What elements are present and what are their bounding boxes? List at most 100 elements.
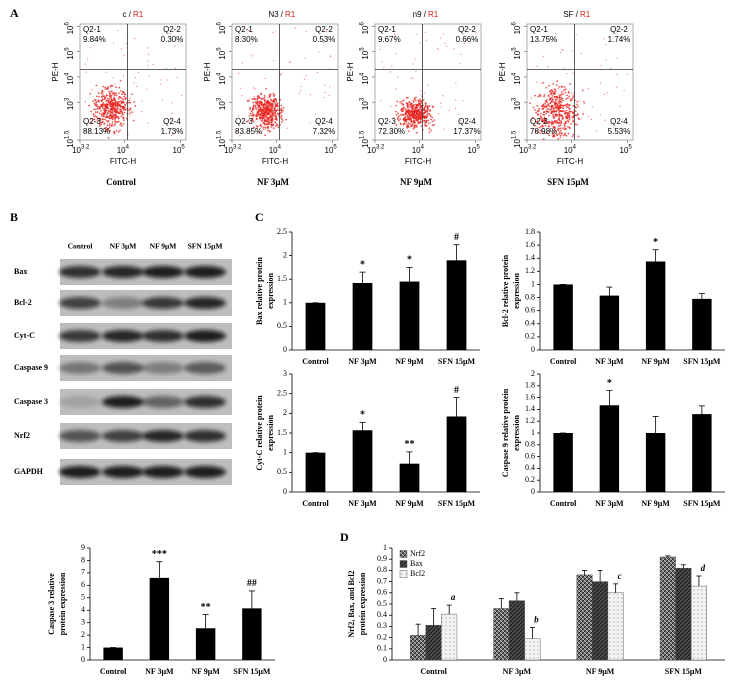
event-dot <box>415 96 417 99</box>
event-dot <box>263 94 266 97</box>
event-dot <box>568 116 571 119</box>
bar <box>645 433 666 492</box>
event-dot <box>543 95 545 98</box>
blot-band <box>59 330 101 342</box>
event-dot <box>531 119 533 121</box>
y-tick-label: 1 <box>283 298 287 307</box>
y-tick-exponent: 5 <box>65 47 71 51</box>
x-tick-label: NF 3μM <box>503 667 532 676</box>
quadrant-percent: 0.30% <box>161 35 184 44</box>
y-tick-label: 3 <box>81 617 85 626</box>
x-tick-base: 10 <box>173 146 182 155</box>
event-dot <box>383 66 385 69</box>
event-dot <box>540 116 543 119</box>
x-tick-exponent: 5 <box>476 145 480 151</box>
event-dot <box>267 125 270 128</box>
event-dot <box>247 119 250 122</box>
y-tick-exponent: 3 <box>217 97 223 101</box>
event-dot <box>104 110 107 113</box>
event-dot <box>404 107 407 110</box>
event-dot <box>100 114 103 117</box>
event-dot <box>550 91 553 94</box>
x-tick-label: SFN 15μM <box>438 357 476 366</box>
event-dot <box>258 104 261 107</box>
event-dot <box>404 113 407 115</box>
quadrant-name: Q2-3 <box>83 117 101 126</box>
event-dot <box>248 115 251 117</box>
event-dot <box>546 110 549 113</box>
event-dot <box>120 115 123 118</box>
event-dot <box>262 103 265 106</box>
event-dot <box>253 97 256 100</box>
x-tick-label: NF 3μM <box>595 357 624 366</box>
event-dot <box>424 102 427 105</box>
event-dot <box>569 110 572 113</box>
event-dot <box>443 33 445 35</box>
event-dot <box>553 101 556 104</box>
event-dot <box>412 107 415 110</box>
event-dot <box>94 99 97 102</box>
event-dot <box>108 122 111 125</box>
event-dot <box>148 75 150 77</box>
y-tick-label: 101.5 <box>217 130 228 148</box>
x-tick-label: SFN 15μM <box>438 499 476 508</box>
event-dot <box>309 122 311 124</box>
panel-label: D <box>340 530 349 544</box>
event-dot <box>412 104 414 107</box>
blot-band <box>142 466 184 478</box>
event-dot <box>583 103 585 105</box>
event-dot <box>616 86 618 88</box>
event-dot <box>542 138 545 141</box>
event-dot <box>241 95 243 97</box>
event-dot <box>566 94 568 97</box>
event-dot <box>107 99 109 102</box>
event-dot <box>266 118 269 120</box>
event-dot <box>160 79 162 81</box>
y-tick-base: 10 <box>218 50 227 59</box>
event-dot <box>174 45 176 47</box>
event-dot <box>544 121 547 124</box>
bar <box>103 647 123 660</box>
event-dot <box>538 131 540 133</box>
event-dot <box>546 132 548 135</box>
event-dot <box>580 52 582 54</box>
event-dot <box>124 108 127 111</box>
panel-label: B <box>10 210 18 224</box>
y-axis-label: protein expression <box>358 572 367 635</box>
y-tick-label: 1.2 <box>525 416 535 425</box>
event-dot <box>554 121 557 124</box>
event-dot <box>559 136 562 139</box>
event-dot <box>110 116 113 119</box>
bar <box>599 405 620 492</box>
event-dot <box>269 130 271 133</box>
event-dot <box>577 135 580 138</box>
y-tick-base: 10 <box>218 25 227 34</box>
blot-column-label: Control <box>68 242 93 251</box>
significance-mark: ** <box>405 439 415 450</box>
event-dot <box>464 39 467 41</box>
y-tick-label: 103 <box>360 97 371 110</box>
blot-band <box>184 330 226 342</box>
event-dot <box>256 125 259 128</box>
significance-mark: # <box>454 232 459 243</box>
event-dot <box>127 101 130 104</box>
event-dot <box>113 113 116 116</box>
event-dot <box>272 31 274 33</box>
event-dot <box>275 117 278 120</box>
event-dot <box>475 32 477 34</box>
event-dot <box>425 39 427 41</box>
event-dot <box>558 124 561 127</box>
event-dot <box>117 29 119 32</box>
y-tick-label: 9 <box>81 543 85 552</box>
event-dot <box>543 118 546 121</box>
event-dot <box>161 99 163 101</box>
quadrant-name: Q2-1 <box>378 25 396 34</box>
blot-column-label: NF 3μM <box>110 242 137 251</box>
event-dot <box>174 67 176 70</box>
event-dot <box>428 110 431 112</box>
event-dot <box>263 111 266 114</box>
event-dot <box>101 93 104 96</box>
event-dot <box>537 95 540 98</box>
y-tick-label: 0.5 <box>277 321 287 330</box>
event-dot <box>276 112 279 115</box>
